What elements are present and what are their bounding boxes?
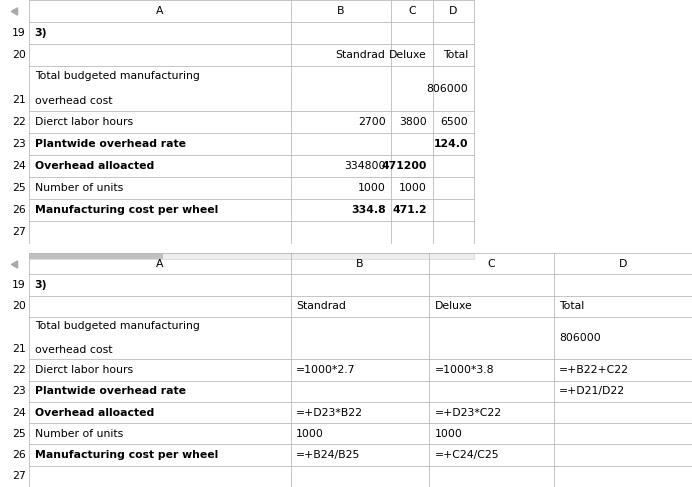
Text: 3800: 3800 (399, 117, 427, 127)
Text: 471.2: 471.2 (392, 206, 427, 215)
Text: =1000*2.7: =1000*2.7 (296, 365, 356, 375)
Text: 471200: 471200 (381, 161, 427, 171)
Bar (29, 253, 474, 260)
Text: 806000: 806000 (559, 333, 601, 343)
Text: =+D23*C22: =+D23*C22 (435, 408, 502, 418)
Text: 20: 20 (12, 50, 26, 60)
Text: B: B (337, 6, 345, 16)
Text: Overhead alloacted: Overhead alloacted (35, 161, 154, 171)
Text: 25: 25 (12, 183, 26, 193)
Text: 1000: 1000 (399, 183, 427, 193)
Text: 6500: 6500 (441, 117, 468, 127)
Text: 23: 23 (12, 386, 26, 396)
Text: 19: 19 (12, 280, 26, 290)
Text: 26: 26 (12, 206, 26, 215)
Text: =1000*3.8: =1000*3.8 (435, 365, 494, 375)
Text: Deluxe: Deluxe (389, 50, 427, 60)
Text: Manufacturing cost per wheel: Manufacturing cost per wheel (35, 450, 218, 460)
Text: 1000: 1000 (296, 429, 324, 439)
Text: =+D21/D22: =+D21/D22 (559, 386, 626, 396)
Text: 20: 20 (12, 301, 26, 311)
Text: Total: Total (444, 50, 468, 60)
Text: A: A (156, 259, 163, 269)
Text: 26: 26 (12, 450, 26, 460)
Text: Dierct labor hours: Dierct labor hours (35, 365, 133, 375)
Text: 3): 3) (35, 280, 47, 290)
Text: Plantwide overhead rate: Plantwide overhead rate (35, 386, 185, 396)
Text: 27: 27 (12, 471, 26, 481)
Text: Plantwide overhead rate: Plantwide overhead rate (35, 139, 185, 149)
Text: C: C (408, 6, 416, 16)
Text: 23: 23 (12, 139, 26, 149)
Text: C: C (487, 259, 495, 269)
Text: 19: 19 (12, 28, 26, 38)
Text: Dierct labor hours: Dierct labor hours (35, 117, 133, 127)
Text: D: D (619, 259, 627, 269)
Text: overhead cost: overhead cost (35, 96, 112, 106)
Text: 334800: 334800 (344, 161, 385, 171)
Text: =+D23*B22: =+D23*B22 (296, 408, 363, 418)
Text: Number of units: Number of units (35, 183, 123, 193)
Text: D: D (449, 6, 457, 16)
Text: 3): 3) (35, 28, 47, 38)
Text: B: B (356, 259, 363, 269)
Text: 21: 21 (12, 94, 26, 105)
Text: A: A (156, 6, 163, 16)
Text: 334.8: 334.8 (351, 206, 385, 215)
Text: Standrad: Standrad (336, 50, 385, 60)
Text: Number of units: Number of units (35, 429, 123, 439)
Text: 22: 22 (12, 365, 26, 375)
Text: Deluxe: Deluxe (435, 301, 473, 311)
Text: 1000: 1000 (435, 429, 462, 439)
Bar (29, 253, 163, 260)
Text: 22: 22 (12, 117, 26, 127)
Text: 1000: 1000 (358, 183, 385, 193)
Text: overhead cost: overhead cost (35, 345, 112, 355)
Text: 24: 24 (12, 161, 26, 171)
Text: Overhead alloacted: Overhead alloacted (35, 408, 154, 418)
Text: 806000: 806000 (427, 84, 468, 94)
Text: 2700: 2700 (358, 117, 385, 127)
Text: 21: 21 (12, 344, 26, 354)
Text: 25: 25 (12, 429, 26, 439)
Text: Total budgeted manufacturing: Total budgeted manufacturing (35, 321, 199, 331)
Text: =+B22+C22: =+B22+C22 (559, 365, 629, 375)
Text: 124.0: 124.0 (434, 139, 468, 149)
Text: Standrad: Standrad (296, 301, 346, 311)
Text: 27: 27 (12, 227, 26, 238)
Text: =+C24/C25: =+C24/C25 (435, 450, 499, 460)
Text: Manufacturing cost per wheel: Manufacturing cost per wheel (35, 206, 218, 215)
Text: Total: Total (559, 301, 584, 311)
Text: Total budgeted manufacturing: Total budgeted manufacturing (35, 71, 199, 81)
Text: 24: 24 (12, 408, 26, 418)
Text: =+B24/B25: =+B24/B25 (296, 450, 361, 460)
